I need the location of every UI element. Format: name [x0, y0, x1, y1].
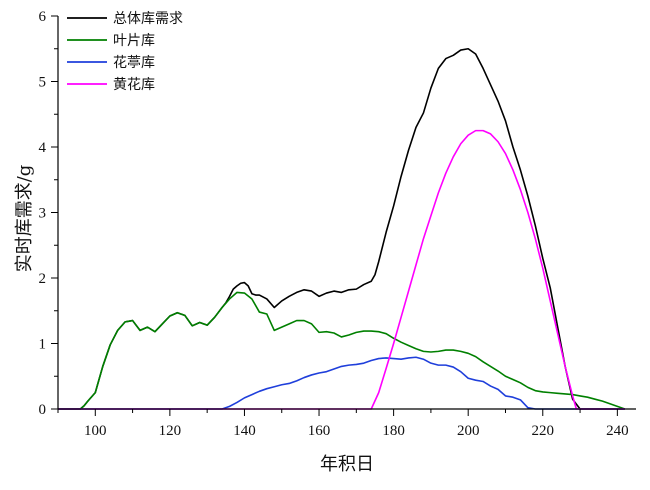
axes: 100 120 140 160 180 200 220 240 0 1 2 3 4 5 6 — [39, 9, 636, 439]
series-line-1 — [58, 47, 625, 410]
legend-label: 花葶库 — [113, 55, 155, 71]
y-tick-label: 4 — [39, 140, 47, 156]
x-tick-label: 200 — [457, 423, 480, 439]
y-tick-label: 3 — [39, 206, 47, 222]
y-tick-label: 0 — [39, 402, 47, 418]
x-axis-title: 年积日 — [320, 454, 374, 475]
series-line-3 — [58, 356, 625, 410]
x-tick-label: 120 — [159, 423, 182, 439]
y-tick-label: 1 — [39, 337, 47, 353]
x-tick-label: 140 — [233, 423, 256, 439]
legend-label: 总体库需求 — [113, 11, 183, 27]
x-tick-label: 100 — [84, 423, 107, 439]
series-line-2 — [58, 291, 626, 410]
plot-area — [58, 47, 626, 410]
x-tick-label: 220 — [532, 423, 555, 439]
y-axis-title: 实时库需求/g — [14, 165, 35, 273]
series-line-4 — [58, 129, 625, 410]
legend-label: 叶片库 — [113, 33, 155, 49]
x-tick-label: 240 — [606, 423, 629, 439]
y-tick-label: 2 — [39, 271, 47, 287]
y-tick-label: 5 — [39, 75, 47, 91]
x-tick-label: 180 — [382, 423, 405, 439]
y-tick-label: 6 — [39, 9, 47, 25]
x-tick-label: 160 — [308, 423, 331, 439]
legend-label: 黄花库 — [113, 76, 155, 93]
